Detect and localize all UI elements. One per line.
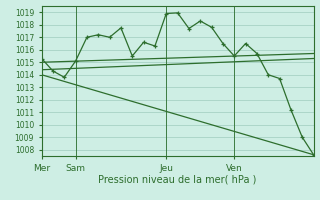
X-axis label: Pression niveau de la mer( hPa ): Pression niveau de la mer( hPa ) <box>99 174 257 184</box>
